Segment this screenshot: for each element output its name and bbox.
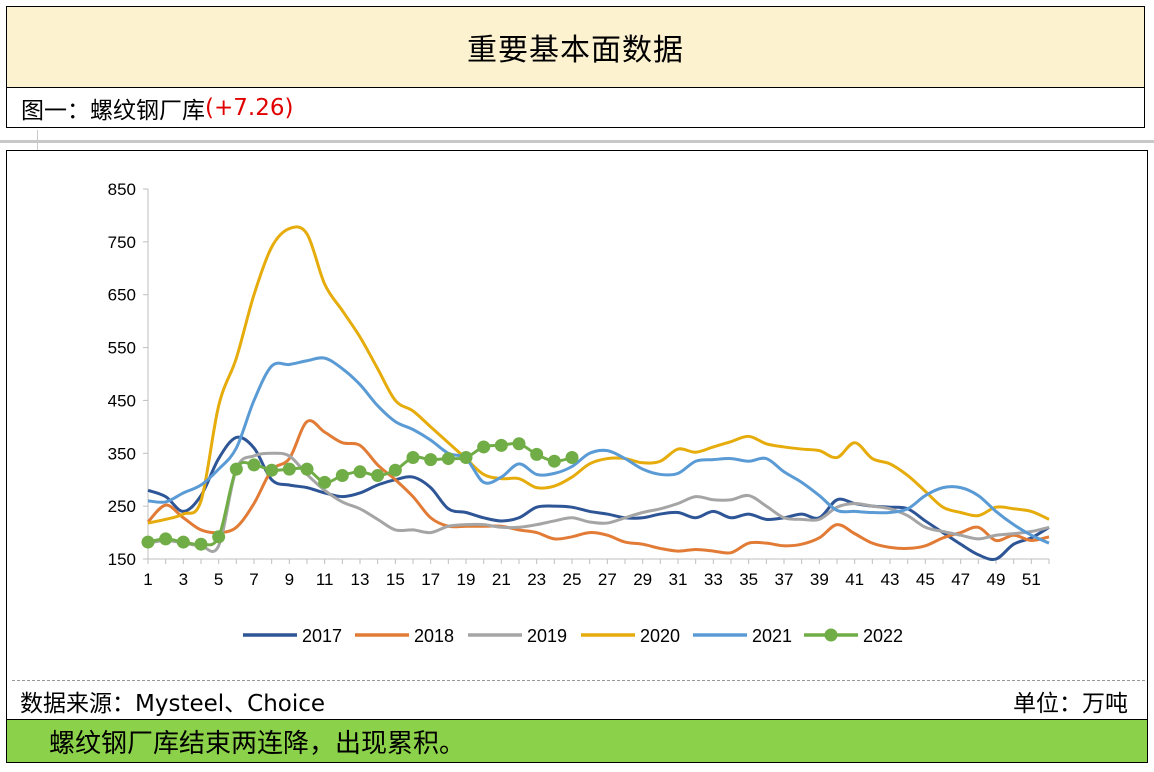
x-tick-label: 43 [881, 570, 900, 589]
data-point-2022 [547, 454, 561, 468]
legend-marker-2022 [824, 628, 838, 642]
separator-line [0, 140, 1154, 143]
x-tick-label: 7 [249, 570, 258, 589]
legend-label-2022: 2022 [863, 626, 903, 646]
data-point-2022 [265, 463, 279, 477]
data-point-2022 [212, 530, 226, 544]
figure-change-value: (+7.26) [205, 94, 294, 121]
series-line-2020 [147, 225, 1050, 525]
x-tick-label: 35 [739, 570, 758, 589]
data-point-2022 [494, 438, 508, 452]
figure-caption: 图一：螺纹钢厂库 (+7.26) [6, 88, 1145, 128]
data-point-2022 [406, 451, 420, 465]
data-point-2022 [282, 462, 296, 476]
data-point-2022 [353, 465, 367, 479]
x-tick-label: 15 [386, 570, 405, 589]
data-point-2022 [247, 458, 261, 472]
conclusion-banner: 螺纹钢厂库结束两连降，出现累积。 [6, 719, 1148, 763]
x-tick-label: 51 [1022, 570, 1041, 589]
x-tick-label: 11 [316, 570, 334, 589]
x-tick-label: 29 [633, 570, 652, 589]
x-tick-label: 31 [669, 570, 688, 589]
x-tick-label: 45 [916, 570, 935, 589]
data-point-2022 [530, 447, 544, 461]
data-point-2022 [477, 440, 491, 454]
x-tick-label: 17 [421, 570, 440, 589]
data-point-2022 [565, 451, 579, 465]
divider-dashed [12, 680, 1145, 681]
legend-label-2018: 2018 [414, 626, 454, 646]
y-tick-label: 450 [108, 391, 136, 410]
chart-frame: 150 250 350 450 550 650 750 850 1 3 5 7 9 11 13 15 17 19 2… [6, 150, 1148, 720]
data-point-2022 [424, 453, 438, 467]
y-tick-label: 250 [108, 497, 136, 516]
x-tick-label: 13 [351, 570, 370, 589]
x-tick-label: 47 [951, 570, 970, 589]
series-line-2021 [147, 356, 1050, 545]
figure-label: 图一：螺纹钢厂库 [21, 97, 205, 124]
data-point-2022 [229, 462, 243, 476]
data-source: 数据来源：Mysteel、Choice [20, 691, 326, 717]
series-line-2017 [147, 435, 1050, 561]
data-point-2022 [441, 452, 455, 466]
x-tick-label: 25 [563, 570, 582, 589]
y-tick-label: 750 [108, 233, 136, 252]
y-tick-label: 150 [108, 550, 136, 569]
data-point-2022 [159, 532, 173, 546]
data-point-2022 [335, 468, 349, 482]
x-tick-label: 23 [527, 570, 546, 589]
y-tick-label: 350 [108, 444, 136, 463]
x-tick-label: 19 [457, 570, 476, 589]
x-tick-label: 27 [598, 570, 617, 589]
header-banner: 重要基本面数据 [6, 6, 1145, 88]
data-point-2022 [512, 437, 526, 451]
data-point-2022 [371, 468, 385, 482]
x-tick-label: 33 [704, 570, 723, 589]
data-point-2022 [300, 462, 314, 476]
x-tick-label: 41 [845, 570, 864, 589]
x-tick-label: 3 [179, 570, 188, 589]
data-point-2022 [318, 475, 332, 489]
separator-tick [37, 130, 38, 150]
x-tick-label: 39 [810, 570, 829, 589]
page-title: 重要基本面数据 [467, 33, 684, 68]
data-point-2022 [388, 463, 402, 477]
x-tick-label: 37 [775, 570, 794, 589]
x-tick-label: 49 [987, 570, 1006, 589]
legend-label-2021: 2021 [752, 626, 792, 646]
data-point-2022 [459, 451, 473, 465]
y-tick-label: 550 [108, 339, 136, 358]
data-point-2022 [141, 535, 155, 549]
unit-label: 单位：万吨 [1013, 691, 1128, 717]
x-tick-label: 9 [285, 570, 294, 589]
y-tick-label: 650 [108, 286, 136, 305]
series-line-2018 [146, 419, 1050, 555]
data-point-2022 [194, 537, 208, 551]
legend-label-2020: 2020 [640, 626, 680, 646]
y-tick-label: 850 [108, 180, 136, 199]
legend-label-2019: 2019 [527, 626, 567, 646]
x-tick-label: 21 [492, 570, 511, 589]
conclusion-text: 螺纹钢厂库结束两连降，出现累积。 [49, 728, 466, 759]
x-tick-label: 1 [143, 570, 152, 589]
legend-label-2017: 2017 [302, 626, 342, 646]
x-tick-label: 5 [214, 570, 223, 589]
data-point-2022 [176, 535, 190, 549]
